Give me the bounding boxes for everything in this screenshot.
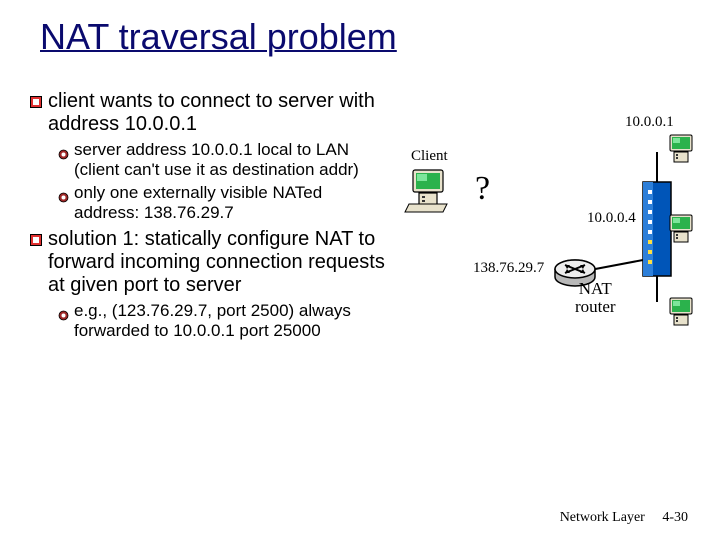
bullet-level1: client wants to connect to server with a… (30, 90, 390, 136)
bullet-text: e.g., (123.76.29.7, port 2500) always fo… (74, 301, 390, 340)
bullet-level2: server address 10.0.0.1 local to LAN (cl… (58, 140, 390, 179)
switch-icon (643, 182, 671, 276)
circle-bullet-icon (58, 145, 74, 179)
ip-label-server: 10.0.0.1 (625, 114, 674, 131)
nat-router-label: NAT router (575, 280, 616, 316)
circle-bullet-icon (58, 188, 74, 222)
client-computer-icon (405, 170, 447, 212)
bullet-level1: solution 1: statically configure NAT to … (30, 228, 390, 297)
content-body: client wants to connect to server with a… (30, 90, 390, 344)
square-bullet-icon (30, 96, 48, 136)
slide: NAT traversal problem client wants to co… (0, 0, 720, 540)
nat-label-line1: NAT (579, 279, 612, 298)
nat-label-line2: router (575, 297, 616, 316)
bullet-level2: only one externally visible NATed addres… (58, 183, 390, 222)
bullet-text: server address 10.0.0.1 local to LAN (cl… (74, 140, 390, 179)
page-number: 4-30 (662, 510, 688, 525)
diagram-svg (395, 130, 695, 380)
ip-label-nat-external: 138.76.29.7 (473, 260, 544, 277)
server-computer-icon (670, 135, 692, 162)
bullet-text: only one externally visible NATed addres… (74, 183, 390, 222)
host-computer-icon (670, 215, 692, 242)
slide-title: NAT traversal problem (40, 16, 397, 58)
circle-bullet-icon (58, 306, 74, 340)
ip-label-host: 10.0.0.4 (587, 210, 636, 227)
bullet-level2: e.g., (123.76.29.7, port 2500) always fo… (58, 301, 390, 340)
footer-text: Network Layer (560, 510, 645, 525)
bullet-text: solution 1: statically configure NAT to … (48, 228, 390, 297)
bullet-text: client wants to connect to server with a… (48, 90, 390, 136)
network-diagram: Client ? 10.0.0.1 10.0.0.4 138.76.29.7 N… (395, 130, 695, 380)
host-computer-icon (670, 298, 692, 325)
question-mark: ? (475, 170, 490, 208)
square-bullet-icon (30, 234, 48, 297)
client-label: Client (411, 148, 448, 165)
slide-footer: Network Layer 4-30 (560, 510, 688, 526)
